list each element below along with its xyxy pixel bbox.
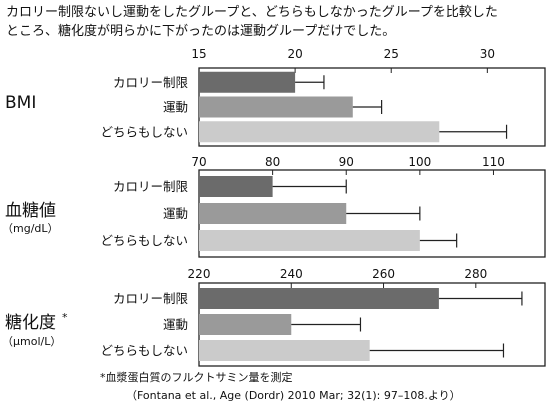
tick-label: 220 xyxy=(188,267,211,281)
category-label: 運動 xyxy=(163,206,188,221)
category-label: カロリー制限 xyxy=(113,75,189,90)
tick-label: 260 xyxy=(372,267,395,281)
bar xyxy=(199,340,370,361)
bar xyxy=(199,96,353,118)
bar xyxy=(199,288,439,309)
footnote-line-1: *血漿蛋白質のフルクトサミン量を測定 xyxy=(100,370,293,384)
tick-label: 70 xyxy=(191,155,206,169)
tick-label: 90 xyxy=(339,155,354,169)
bar xyxy=(199,230,420,251)
bar xyxy=(199,121,440,143)
tick-label: 80 xyxy=(265,155,280,169)
category-label: 運動 xyxy=(163,317,188,332)
panel-title-mark: * xyxy=(62,311,68,324)
tick-label: 100 xyxy=(408,155,431,169)
category-label: どちらもしない xyxy=(100,233,188,248)
panel-subtitle: （mg/dL） xyxy=(2,222,59,235)
tick-label: 110 xyxy=(482,155,505,169)
tick-label: 15 xyxy=(191,47,206,61)
bar xyxy=(199,314,292,335)
bar xyxy=(199,203,347,224)
category-label: カロリー制限 xyxy=(113,179,189,194)
panel-title: BMI xyxy=(5,93,36,113)
category-label: カロリー制限 xyxy=(113,291,189,306)
tick-label: 240 xyxy=(280,267,303,281)
tick-label: 20 xyxy=(287,47,302,61)
panel-title: 血糖値 xyxy=(5,201,56,221)
panel-title: 糖化度 xyxy=(5,313,56,333)
category-label: 運動 xyxy=(163,100,188,115)
footnote-line-2: （Fontana et al., Age (Dordr) 2010 Mar; 3… xyxy=(126,389,461,402)
panel-subtitle: （μmol/L） xyxy=(2,335,61,348)
bar xyxy=(199,176,273,197)
tick-label: 25 xyxy=(384,47,399,61)
bar xyxy=(199,71,296,93)
tick-label: 30 xyxy=(480,47,495,61)
tick-label: 280 xyxy=(464,267,487,281)
intro-line-2: ところ、糖化度が明らかに下がったのは運動グループだけでした。 xyxy=(6,23,395,39)
category-label: どちらもしない xyxy=(100,124,188,139)
intro-line-1: カロリー制限ないし運動をしたグループと、どちらもしなかったグループを比較した xyxy=(6,5,498,20)
category-label: どちらもしない xyxy=(100,343,188,358)
